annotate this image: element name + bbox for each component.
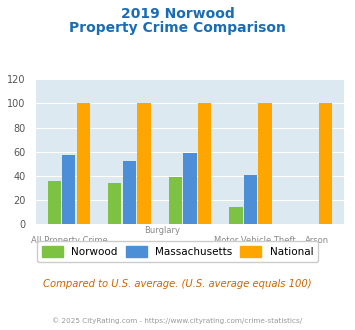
Bar — [198, 103, 211, 224]
Bar — [244, 175, 257, 224]
Bar — [319, 103, 332, 224]
Bar — [258, 103, 272, 224]
Text: Arson: Arson — [305, 236, 329, 245]
Bar — [62, 155, 76, 224]
Text: Larceny & Theft: Larceny & Theft — [129, 246, 196, 255]
Bar — [123, 161, 136, 224]
Bar — [137, 103, 151, 224]
Text: Burglary: Burglary — [144, 226, 180, 235]
Bar — [183, 153, 197, 224]
Bar — [48, 181, 61, 224]
Text: All Property Crime: All Property Crime — [31, 236, 108, 245]
Bar — [108, 183, 121, 224]
Text: 2019 Norwood: 2019 Norwood — [121, 7, 234, 21]
Text: © 2025 CityRating.com - https://www.cityrating.com/crime-statistics/: © 2025 CityRating.com - https://www.city… — [53, 317, 302, 324]
Text: Property Crime Comparison: Property Crime Comparison — [69, 21, 286, 35]
Bar — [77, 103, 90, 224]
Text: Motor Vehicle Theft: Motor Vehicle Theft — [214, 236, 296, 245]
Bar — [229, 208, 242, 224]
Text: Compared to U.S. average. (U.S. average equals 100): Compared to U.S. average. (U.S. average … — [43, 279, 312, 289]
Bar — [169, 177, 182, 224]
Legend: Norwood, Massachusetts, National: Norwood, Massachusetts, National — [37, 241, 318, 262]
